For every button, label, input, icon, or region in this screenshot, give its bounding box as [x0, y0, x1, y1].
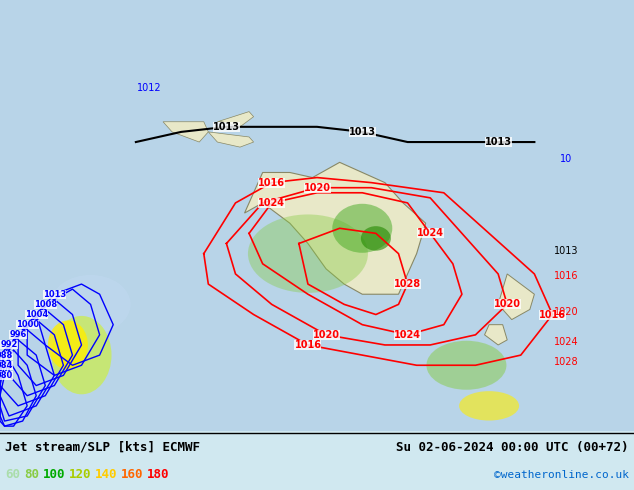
- Ellipse shape: [427, 341, 507, 390]
- Text: 1013: 1013: [349, 127, 376, 137]
- Text: 1020: 1020: [553, 307, 578, 317]
- Text: 100: 100: [43, 468, 65, 481]
- Text: 980: 980: [0, 371, 13, 380]
- Ellipse shape: [361, 226, 391, 251]
- Text: 1016: 1016: [539, 310, 566, 319]
- Text: 1028: 1028: [394, 279, 421, 289]
- Text: 984: 984: [0, 361, 13, 370]
- Polygon shape: [245, 162, 425, 294]
- Ellipse shape: [248, 215, 368, 293]
- Text: 1024: 1024: [258, 198, 285, 208]
- Text: 160: 160: [121, 468, 143, 481]
- Text: Su 02-06-2024 00:00 UTC (00+72): Su 02-06-2024 00:00 UTC (00+72): [396, 441, 629, 454]
- Polygon shape: [498, 274, 534, 319]
- Ellipse shape: [48, 320, 88, 369]
- Text: 1012: 1012: [137, 83, 162, 93]
- Text: 1008: 1008: [34, 300, 57, 309]
- Ellipse shape: [51, 275, 131, 334]
- Text: 1004: 1004: [25, 310, 48, 319]
- Text: 80: 80: [24, 468, 39, 481]
- Text: 992: 992: [1, 341, 18, 349]
- Text: 140: 140: [95, 468, 117, 481]
- Polygon shape: [209, 132, 254, 147]
- Text: Jet stream/SLP [kts] ECMWF: Jet stream/SLP [kts] ECMWF: [5, 441, 200, 454]
- Text: 180: 180: [147, 468, 169, 481]
- Text: 1020: 1020: [304, 183, 330, 193]
- Text: 1013: 1013: [484, 137, 512, 147]
- Text: ©weatheronline.co.uk: ©weatheronline.co.uk: [494, 470, 629, 480]
- Text: 10: 10: [560, 154, 573, 164]
- Ellipse shape: [332, 204, 392, 253]
- Text: 1024: 1024: [394, 330, 421, 340]
- Text: 1000: 1000: [16, 320, 39, 329]
- Text: 996: 996: [10, 330, 27, 339]
- Text: 1013: 1013: [554, 245, 578, 256]
- Text: 1024: 1024: [553, 337, 578, 347]
- Text: 60: 60: [5, 468, 20, 481]
- Text: 1016: 1016: [554, 271, 578, 281]
- Polygon shape: [484, 325, 507, 345]
- Ellipse shape: [51, 316, 112, 394]
- Text: 120: 120: [69, 468, 91, 481]
- Polygon shape: [163, 122, 209, 142]
- Text: 988: 988: [0, 351, 13, 360]
- Text: 1020: 1020: [494, 299, 521, 309]
- Text: 1013: 1013: [42, 290, 66, 299]
- Text: 1028: 1028: [553, 357, 578, 367]
- Polygon shape: [217, 112, 254, 127]
- Text: 1024: 1024: [417, 228, 444, 238]
- Text: 1016: 1016: [294, 340, 321, 350]
- Text: 1016: 1016: [258, 178, 285, 188]
- Ellipse shape: [459, 391, 519, 420]
- Text: 1013: 1013: [213, 122, 240, 132]
- Text: 1020: 1020: [313, 330, 340, 340]
